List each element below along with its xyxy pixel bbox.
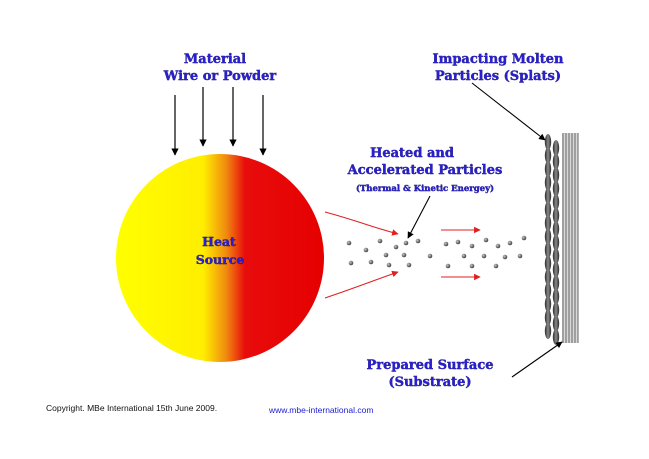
particle	[348, 260, 354, 266]
splat	[544, 282, 552, 299]
particle	[461, 253, 467, 259]
particle	[401, 252, 407, 258]
splat	[544, 161, 552, 177]
particle	[386, 262, 392, 268]
prepared-pointer-arrow	[511, 341, 563, 378]
particle	[383, 252, 389, 258]
splat	[552, 167, 560, 183]
flow-arrow	[324, 270, 399, 299]
particle	[455, 239, 461, 245]
particle	[493, 263, 499, 269]
splat	[544, 255, 552, 272]
splat	[552, 153, 560, 170]
splat-layer	[544, 134, 560, 345]
copyright-text: Copyright. MBe International 15th June 2…	[46, 403, 218, 413]
splat	[552, 248, 560, 264]
website-link[interactable]: www.mbe-international.com	[269, 405, 374, 415]
particle	[415, 238, 421, 244]
impacting-label-line2: Particles (Splats)	[435, 69, 561, 84]
heat-label-line2: Source	[196, 252, 245, 267]
splat	[544, 188, 552, 204]
particle	[377, 238, 383, 244]
prepared-label-line1: Prepared Surface	[366, 358, 493, 373]
splat	[544, 269, 552, 285]
prepared-label-line2: (Substrate)	[388, 375, 471, 390]
particle	[469, 263, 475, 269]
splat	[552, 275, 560, 291]
heated-label-line2: Accelerated Particles	[347, 163, 503, 178]
heated-label-line1: Heated and	[370, 146, 454, 161]
particle	[445, 263, 451, 269]
particle	[502, 254, 508, 260]
particle	[517, 253, 523, 259]
impacting-label-line1: Impacting Molten	[432, 52, 564, 67]
splat	[552, 194, 560, 210]
splat	[544, 242, 552, 258]
heated-pointer-arrow	[407, 195, 431, 239]
splat	[544, 323, 552, 339]
particle	[481, 253, 487, 259]
splat	[544, 215, 552, 231]
impacting-pointer-arrow	[471, 82, 546, 141]
splat	[544, 228, 552, 245]
heated-label-line3: (Thermal & Kinetic Energey)	[356, 183, 494, 194]
splat	[552, 329, 560, 345]
splat	[552, 140, 560, 156]
splat	[544, 201, 552, 218]
splat	[552, 180, 560, 197]
particle	[368, 259, 374, 265]
particle	[363, 247, 369, 253]
material-label-line1: Material	[184, 52, 246, 67]
splat	[552, 207, 560, 224]
splat	[544, 134, 552, 150]
heat-label-line1: Heat	[202, 234, 236, 249]
splat	[552, 261, 560, 278]
particle	[483, 237, 489, 243]
splat	[544, 309, 552, 326]
splat	[552, 221, 560, 237]
splat	[552, 302, 560, 318]
heat-source-circle	[116, 154, 324, 362]
particle	[403, 240, 409, 246]
splat	[544, 296, 552, 312]
particle	[443, 241, 449, 247]
particle	[406, 262, 412, 268]
material-feed-arrows	[171, 87, 267, 156]
material-label-line2: Wire or Powder	[163, 69, 277, 84]
particle	[393, 244, 399, 250]
substrate	[562, 133, 579, 343]
particle	[469, 243, 475, 249]
particles	[346, 235, 527, 269]
particle	[427, 253, 433, 259]
particle	[507, 240, 513, 246]
particle	[346, 240, 352, 246]
flow-arrow	[324, 211, 399, 236]
particle	[495, 243, 501, 249]
splat	[544, 174, 552, 191]
splat	[544, 147, 552, 164]
flow-arrows	[324, 211, 481, 299]
splat	[552, 234, 560, 251]
splat	[552, 288, 560, 305]
splat	[552, 315, 560, 332]
particle	[521, 235, 527, 241]
